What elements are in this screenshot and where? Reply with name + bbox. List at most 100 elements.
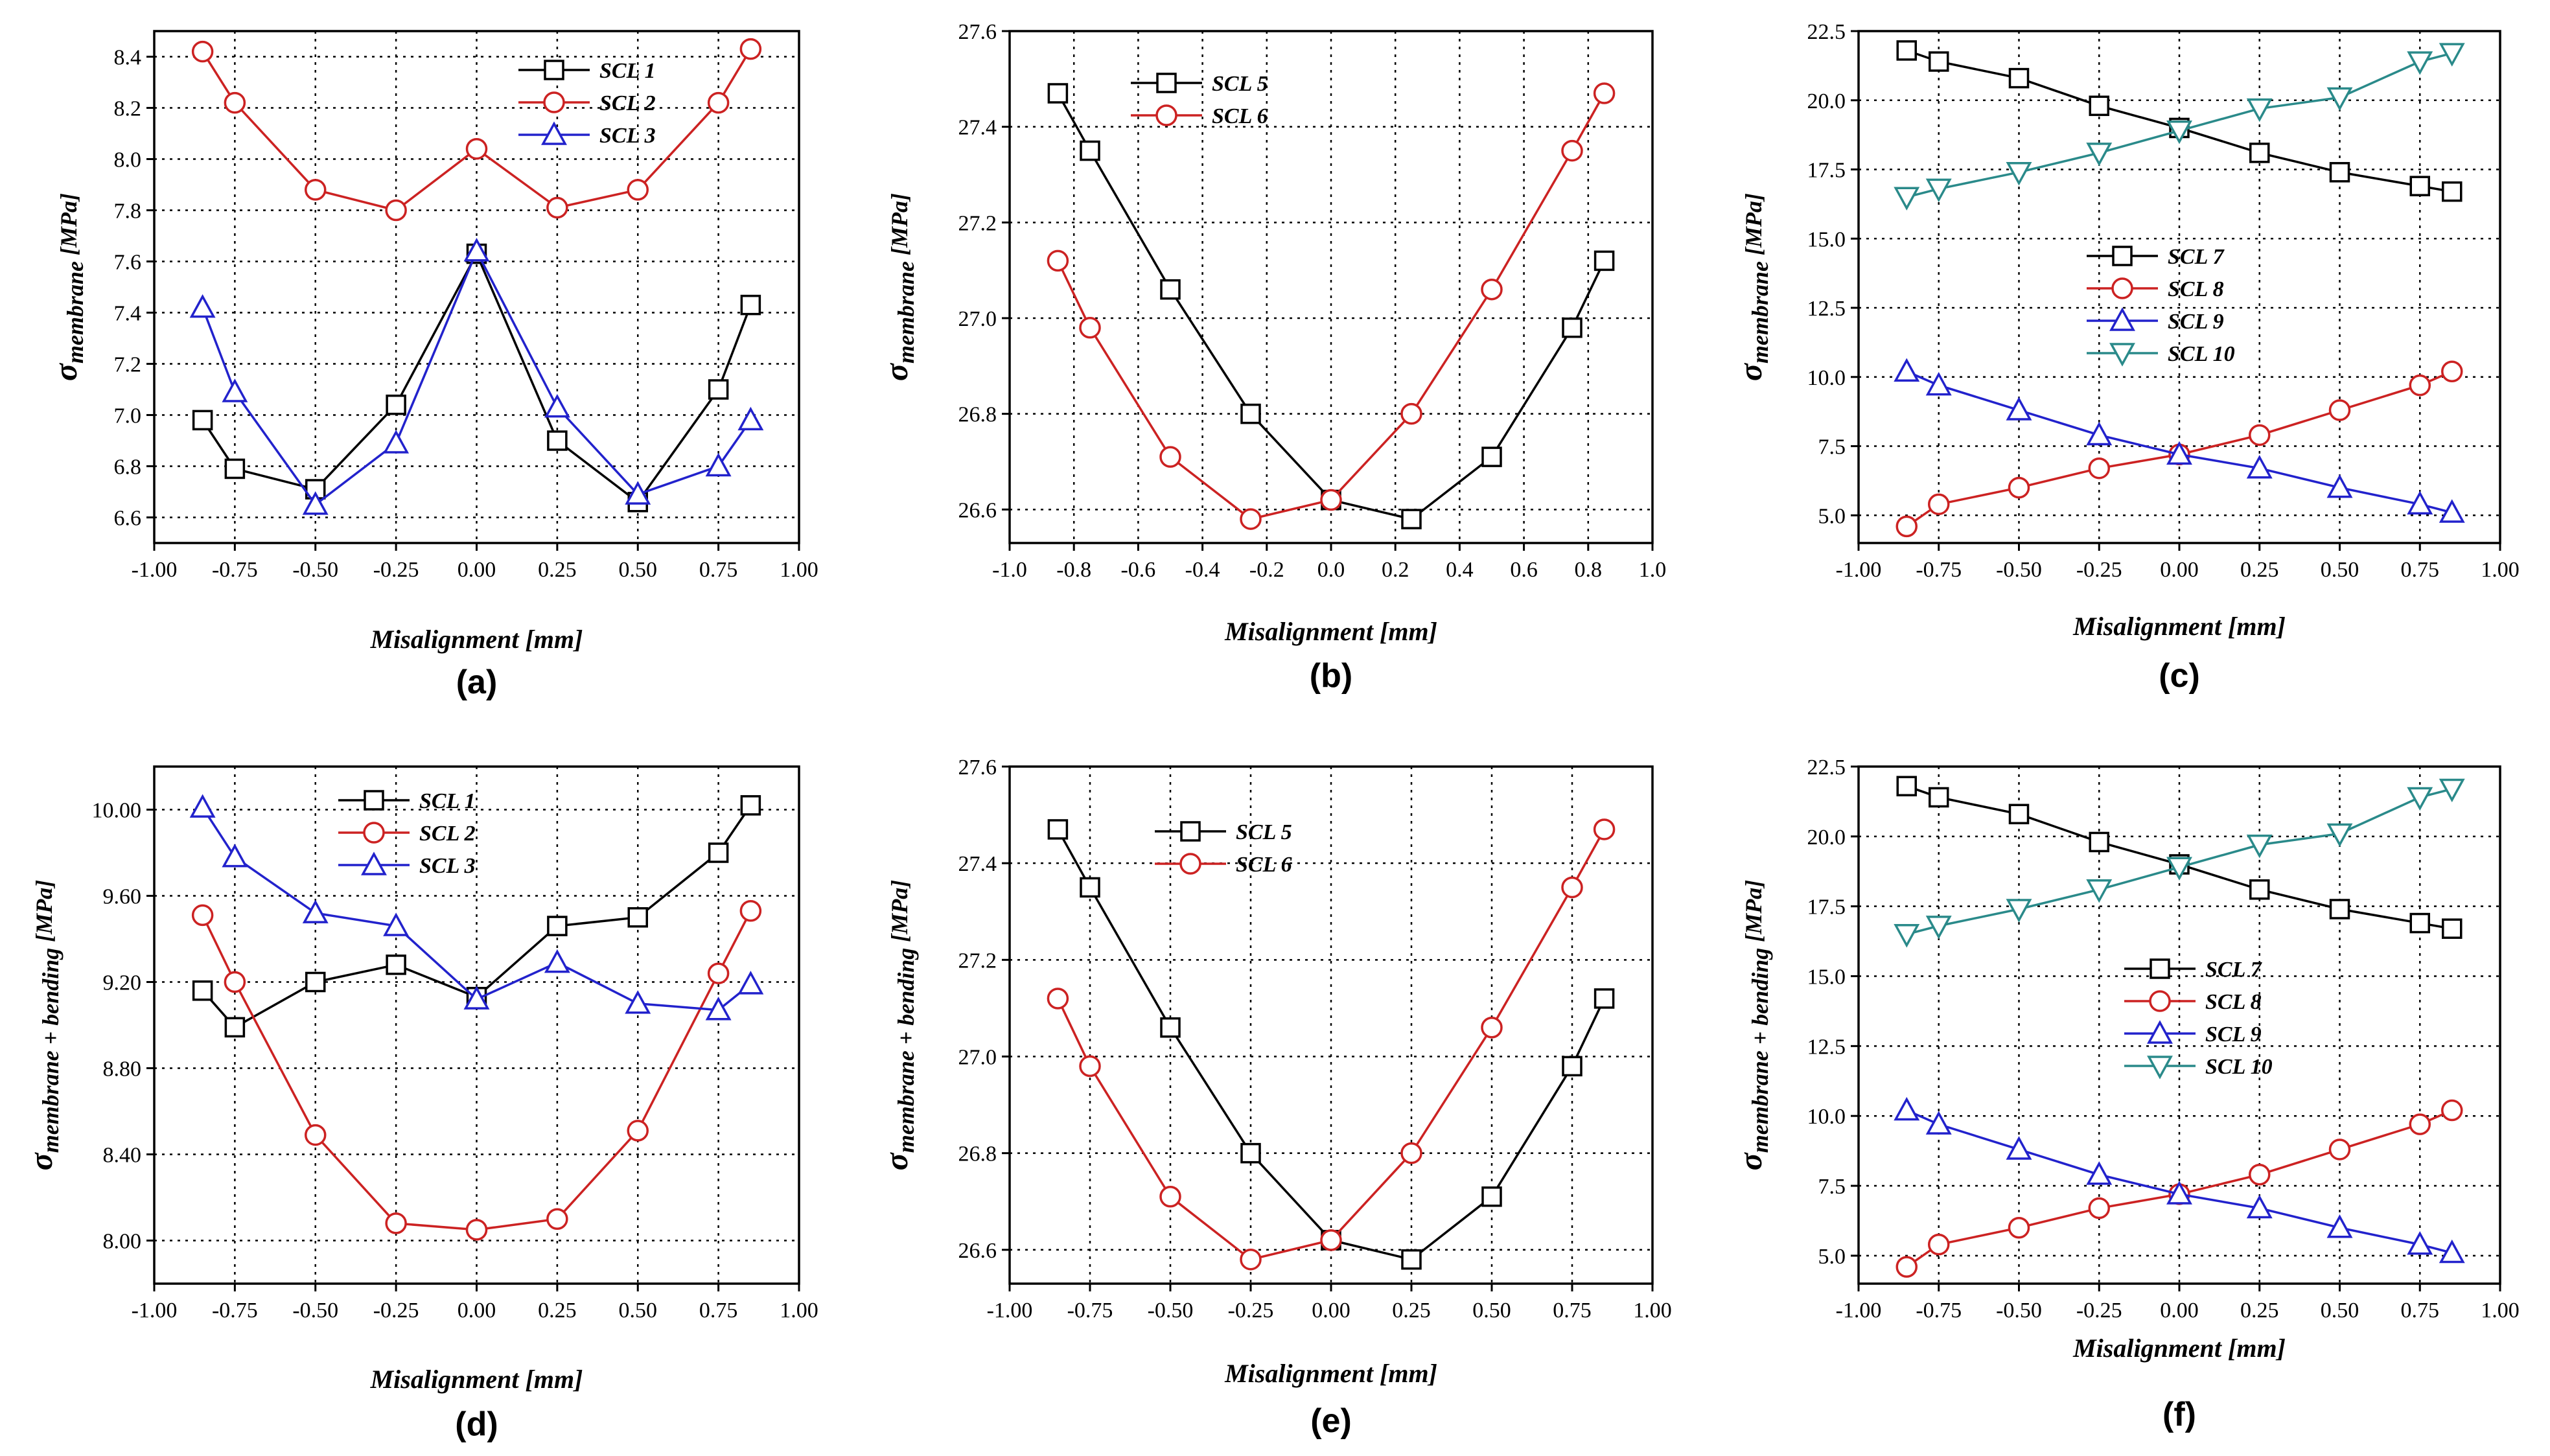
- y-tick-label: 27.4: [958, 852, 997, 876]
- x-tick-label: -0.75: [1916, 1299, 1962, 1323]
- legend-marker: [2109, 307, 2135, 331]
- y-axis-subscript: membrane: [893, 261, 919, 364]
- data-point: [2249, 143, 2270, 163]
- data-point: [385, 199, 407, 222]
- data-point: [1928, 1233, 1950, 1256]
- panel-label: (b): [1310, 657, 1352, 695]
- data-point: [1159, 1186, 1181, 1208]
- data-point: [1401, 1249, 1422, 1270]
- x-tick-label: -0.25: [2076, 558, 2122, 582]
- x-tick-label: 0.75: [1553, 1299, 1592, 1323]
- data-point: [1400, 1142, 1422, 1164]
- data-point: [383, 912, 410, 936]
- x-axis-title: Misalignment [mm]: [1224, 617, 1437, 646]
- data-point: [1594, 250, 1615, 272]
- y-axis-title: σmembrane + bending [MPa]: [878, 880, 919, 1170]
- y-axis-subscript: membrane: [62, 261, 88, 364]
- data-point: [305, 1124, 327, 1146]
- series-scl-1: [192, 243, 761, 513]
- x-tick-label: 0.75: [2401, 558, 2440, 582]
- data-point: [2008, 803, 2030, 825]
- data-point: [1159, 446, 1181, 468]
- legend: SCL 1 SCL 2 SCL 3: [518, 59, 656, 148]
- data-point: [191, 904, 214, 927]
- series-scl-9: [1894, 358, 2465, 523]
- x-tick-label: -0.75: [1067, 1299, 1113, 1323]
- data-point: [2166, 441, 2192, 465]
- y-tick-label: 17.5: [1807, 896, 1846, 919]
- data-point: [2249, 1164, 2271, 1186]
- data-point: [1928, 493, 1950, 515]
- data-point: [705, 452, 732, 477]
- data-point: [2166, 120, 2192, 144]
- legend-label: SCL 10: [2168, 342, 2235, 366]
- x-tick-label: 0.00: [458, 558, 496, 582]
- y-tick-label: 27.4: [958, 116, 997, 140]
- y-axis-unit: [MPa]: [887, 880, 912, 948]
- x-tick-label: 0.25: [2240, 1299, 2279, 1323]
- data-point: [2006, 899, 2032, 923]
- series-scl-3: [189, 238, 764, 515]
- legend-label: SCL 2: [599, 91, 656, 115]
- data-point: [224, 1017, 246, 1038]
- data-point: [737, 971, 764, 995]
- x-tick-label: 0.75: [2401, 1299, 2440, 1323]
- data-point: [1080, 877, 1100, 898]
- y-tick-label: 15.0: [1807, 227, 1846, 251]
- panel-label: (d): [455, 1405, 498, 1443]
- data-point: [1925, 1111, 1952, 1135]
- data-point: [547, 916, 568, 936]
- x-tick-label: -0.50: [1148, 1299, 1194, 1323]
- y-tick-label: 22.5: [1807, 756, 1846, 780]
- data-point: [1240, 508, 1262, 530]
- data-point: [1320, 1229, 1342, 1251]
- data-point: [1240, 1248, 1262, 1271]
- legend-label: SCL 3: [599, 124, 656, 148]
- data-point: [463, 986, 490, 1010]
- series-scl-10: [1894, 778, 2465, 948]
- y-tick-label: 26.6: [958, 1239, 997, 1263]
- data-point: [305, 971, 326, 993]
- data-point: [2086, 1161, 2113, 1185]
- y-tick-label: 12.5: [1807, 297, 1846, 321]
- data-point: [383, 430, 410, 454]
- data-point: [2328, 399, 2351, 421]
- data-point: [2407, 787, 2433, 811]
- data-point: [1481, 446, 1502, 467]
- x-tick-label: 1.00: [780, 558, 818, 582]
- chart-panel-5: -1.00 -0.75 -0.50 -0.25 0.00 0.25 0.50 0.75 1.00…: [878, 756, 1672, 1440]
- legend-label: SCL 5: [1212, 72, 1268, 96]
- series-scl-7: [1896, 40, 2463, 202]
- data-point: [740, 795, 761, 816]
- y-tick-label: 10.0: [1807, 1105, 1846, 1129]
- y-tick-label: 8.4: [114, 46, 142, 70]
- y-tick-label: 27.2: [958, 949, 997, 973]
- data-point: [737, 406, 764, 431]
- y-axis-subscript: membrane + bending: [1747, 948, 1773, 1153]
- y-tick-label: 5.0: [1818, 504, 1846, 528]
- legend-marker: [2111, 277, 2133, 299]
- legend-marker: [1156, 73, 1177, 93]
- data-point: [707, 91, 730, 114]
- data-point: [2442, 181, 2463, 202]
- x-tick-label: -0.25: [1228, 1299, 1274, 1323]
- data-point: [1240, 403, 1261, 424]
- data-point: [2246, 1194, 2273, 1219]
- y-axis-symbol: σ: [1732, 362, 1768, 381]
- data-point: [1481, 278, 1503, 301]
- legend: SCL 7 SCL 8 SCL 9 SCL 10: [2124, 958, 2273, 1080]
- legend-label: SCL 8: [2205, 990, 2262, 1014]
- data-point: [2086, 879, 2113, 903]
- y-tick-label: 26.8: [958, 403, 997, 427]
- x-tick-label: 0.50: [2321, 1299, 2359, 1323]
- x-tick-label: 0.25: [538, 558, 577, 582]
- chart-panel-6: -1.00 -0.75 -0.50 -0.25 0.00 0.25 0.50 0.75 1.00…: [1732, 756, 2520, 1433]
- data-point: [2006, 1136, 2032, 1160]
- x-tick-label: 0.00: [458, 1299, 496, 1323]
- legend-marker: [364, 790, 384, 811]
- y-tick-label: 8.0: [114, 148, 142, 172]
- y-tick-label: 26.6: [958, 498, 997, 522]
- x-tick-label: -0.75: [212, 1299, 258, 1323]
- x-tick-label: -1.00: [132, 558, 178, 582]
- legend-marker: [2150, 958, 2170, 979]
